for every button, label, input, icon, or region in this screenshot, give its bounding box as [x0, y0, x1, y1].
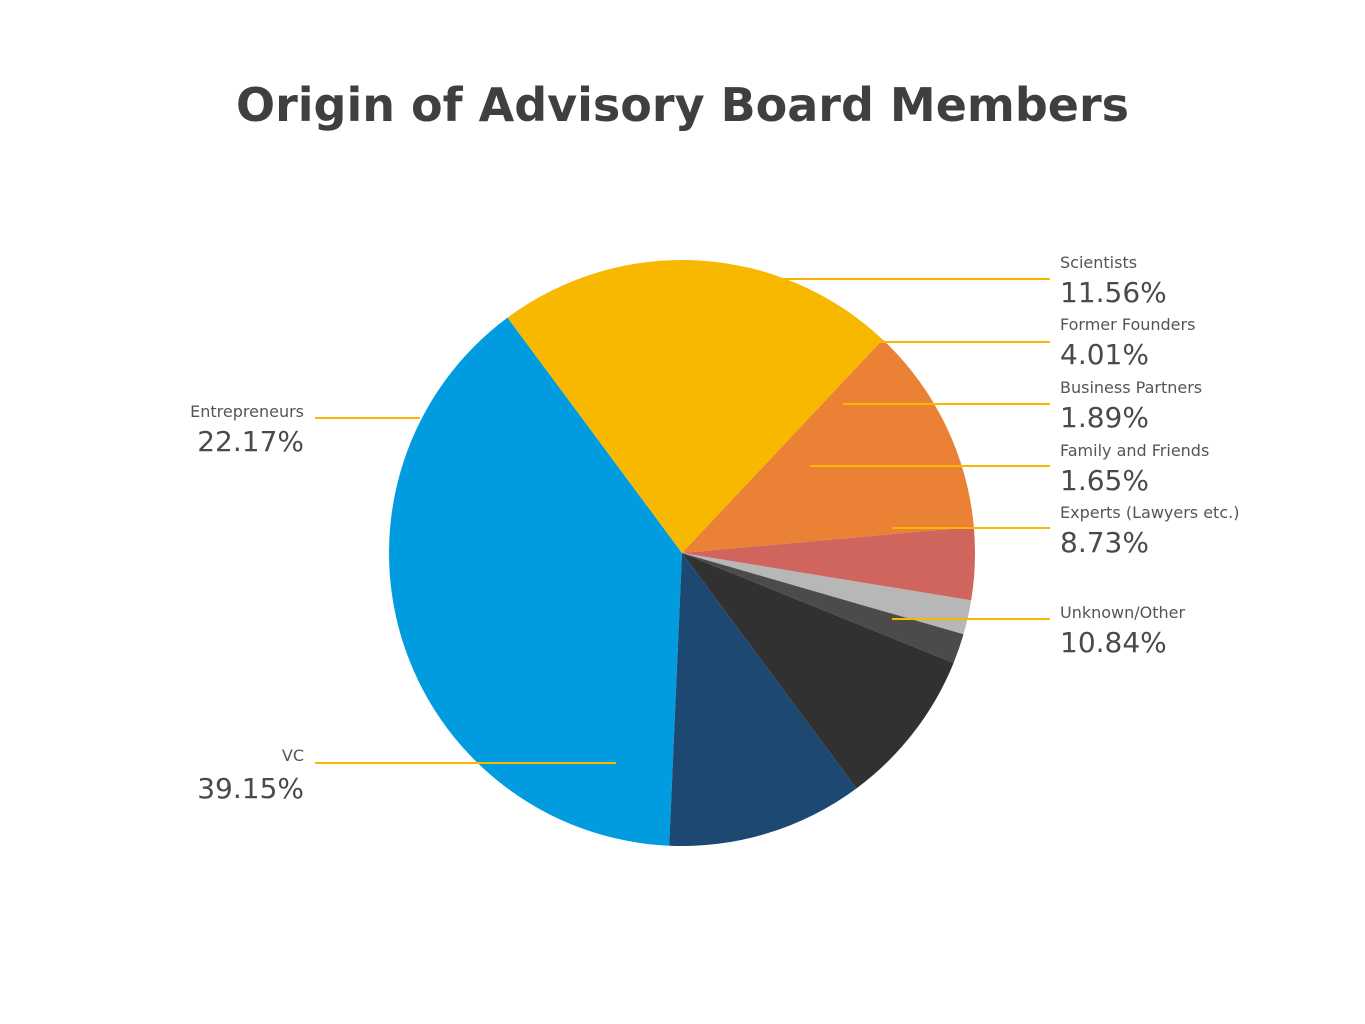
slice-label-former-founders: Former Founders [1060, 315, 1195, 334]
pie-slice-experts-lawyers-etc [682, 553, 954, 789]
slice-label-entrepreneurs: Entrepreneurs [190, 402, 304, 421]
slice-label-experts-lawyers-etc: Experts (Lawyers etc.) [1060, 503, 1239, 522]
slice-value-business-partners: 1.89% [1060, 401, 1149, 434]
slice-label-vc: VC [282, 746, 304, 765]
chart-title: Origin of Advisory Board Members [235, 78, 1130, 132]
pie-slice-entrepreneurs [507, 260, 883, 553]
pie-slice-family-and-friends [682, 553, 964, 663]
slice-value-vc: 39.15% [197, 772, 304, 805]
pie-slice-vc [389, 317, 682, 846]
pie-slices [389, 260, 975, 846]
slice-label-scientists: Scientists [1060, 253, 1137, 272]
slice-value-scientists: 11.56% [1060, 276, 1167, 309]
pie-slice-former-founders [682, 526, 975, 601]
leader-lines [315, 278, 1050, 764]
slice-value-entrepreneurs: 22.17% [197, 425, 304, 458]
slice-labels: VC 39.15% Entrepreneurs 22.17% Scientists 11.… [190, 253, 1239, 805]
slice-value-experts-lawyers-etc: 8.73% [1060, 526, 1149, 559]
slice-label-family-and-friends: Family and Friends [1060, 441, 1209, 460]
pie-slice-business-partners [682, 553, 972, 635]
pie-slice-unknown-other [669, 553, 857, 846]
slice-value-family-and-friends: 1.65% [1060, 464, 1149, 497]
slice-label-business-partners: Business Partners [1060, 378, 1202, 397]
pie-slice-scientists [682, 339, 974, 553]
slice-value-former-founders: 4.01% [1060, 338, 1149, 371]
slice-label-unknown-other: Unknown/Other [1060, 603, 1186, 622]
slice-value-unknown-other: 10.84% [1060, 626, 1167, 659]
